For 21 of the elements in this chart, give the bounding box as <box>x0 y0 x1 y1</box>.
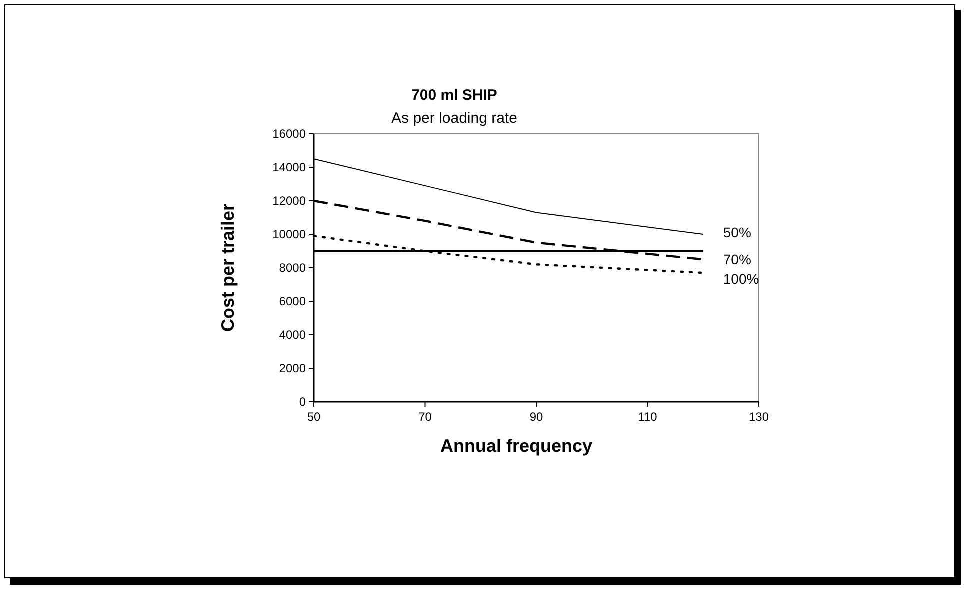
y-tick-label: 12000 <box>272 194 306 208</box>
series-label: 70% <box>723 252 752 268</box>
y-tick-label: 16000 <box>272 127 306 142</box>
chart-subtitle: As per loading rate <box>392 110 518 127</box>
x-tick-label: 90 <box>530 410 544 424</box>
y-tick-label: 4000 <box>279 328 306 342</box>
y-tick-label: 6000 <box>279 294 306 309</box>
y-tick-label: 14000 <box>272 160 306 175</box>
chart-title: 700 ml SHIP <box>412 87 498 104</box>
y-tick-label: 10000 <box>272 228 306 242</box>
x-axis-title: Annual frequency <box>440 436 593 456</box>
x-tick-label: 70 <box>418 410 432 424</box>
x-tick-label: 110 <box>638 410 658 424</box>
y-axis-title: Cost per trailer <box>218 204 238 332</box>
series-label: 50% <box>723 224 752 240</box>
y-tick-label: 2000 <box>279 362 306 376</box>
series-label: 100% <box>723 270 760 287</box>
x-tick-label: 50 <box>307 410 321 424</box>
y-tick-label: 0 <box>299 395 306 410</box>
x-tick-label: 130 <box>748 410 770 424</box>
y-tick-label: 8000 <box>279 261 306 276</box>
